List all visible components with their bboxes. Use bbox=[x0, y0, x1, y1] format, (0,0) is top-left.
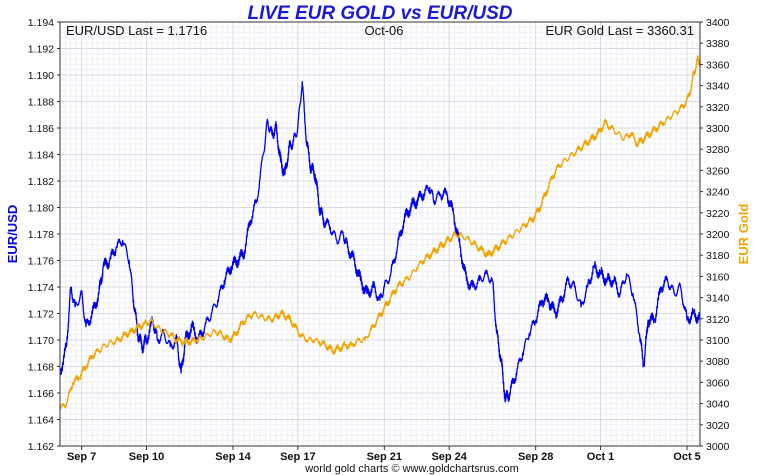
chart-title: LIVE EUR GOLD vs EUR/USD bbox=[248, 3, 513, 24]
left-axis-ticks: 1.194 1.192 1.190 1.188 1.186 1.184 1.182 1.180… bbox=[28, 17, 60, 453]
left-tick-label: 1.188 bbox=[28, 97, 54, 109]
left-tick-label: 1.184 bbox=[28, 150, 54, 162]
left-tick-label: 1.162 bbox=[28, 441, 54, 453]
grid-layer bbox=[59, 22, 700, 446]
left-tick-label: 1.180 bbox=[28, 203, 54, 215]
series-layer bbox=[59, 55, 701, 410]
right-tick-label: 3320 bbox=[706, 102, 730, 114]
right-axis-label: EUR Gold bbox=[736, 204, 751, 265]
right-tick-label: 3300 bbox=[706, 123, 730, 135]
eurusd-series-line bbox=[59, 80, 701, 403]
right-tick-label: 3040 bbox=[706, 399, 730, 411]
right-tick-label: 3100 bbox=[706, 335, 730, 347]
right-tick-label: 3280 bbox=[706, 144, 730, 156]
right-tick-label: 3260 bbox=[706, 165, 730, 177]
right-tick-label: 3020 bbox=[706, 420, 730, 432]
right-tick-label: 3240 bbox=[706, 187, 730, 199]
left-tick-label: 1.170 bbox=[28, 335, 54, 347]
right-tick-label: 3220 bbox=[706, 208, 730, 220]
eurusd-last-label: EUR/USD Last = 1.1716 bbox=[66, 23, 207, 38]
x-tick-label: Sep 10 bbox=[129, 451, 164, 463]
left-tick-label: 1.174 bbox=[28, 282, 54, 294]
x-axis-ticks: Sep 7 Sep 10 Sep 14 Sep 17 Sep 21 Sep 24 Sep 2… bbox=[67, 446, 701, 463]
x-tick-label: Oct 5 bbox=[673, 451, 701, 463]
left-tick-label: 1.190 bbox=[28, 70, 54, 82]
x-tick-label: Sep 24 bbox=[431, 451, 467, 463]
right-tick-label: 3120 bbox=[706, 314, 730, 326]
left-tick-label: 1.178 bbox=[28, 229, 54, 241]
left-tick-label: 1.194 bbox=[28, 17, 54, 29]
right-tick-label: 3340 bbox=[706, 81, 730, 93]
left-tick-label: 1.166 bbox=[28, 388, 54, 400]
right-tick-label: 3400 bbox=[706, 17, 730, 29]
right-tick-label: 3000 bbox=[706, 441, 730, 453]
left-tick-label: 1.186 bbox=[28, 123, 54, 135]
left-axis-label: EUR/USD bbox=[5, 205, 20, 264]
x-tick-label: Sep 21 bbox=[367, 451, 402, 463]
left-tick-label: 1.168 bbox=[28, 362, 54, 374]
x-tick-label: Sep 17 bbox=[280, 451, 315, 463]
left-tick-label: 1.182 bbox=[28, 176, 54, 188]
right-tick-label: 3380 bbox=[706, 38, 730, 50]
left-tick-label: 1.176 bbox=[28, 256, 54, 268]
right-tick-label: 3180 bbox=[706, 250, 730, 262]
right-tick-label: 3360 bbox=[706, 59, 730, 71]
right-tick-label: 3080 bbox=[706, 356, 730, 368]
x-tick-label: Oct 1 bbox=[587, 451, 615, 463]
right-tick-label: 3160 bbox=[706, 271, 730, 283]
eur-gold-series-line bbox=[59, 55, 701, 410]
right-tick-label: 3140 bbox=[706, 293, 730, 305]
right-tick-label: 3200 bbox=[706, 229, 730, 241]
left-tick-label: 1.172 bbox=[28, 309, 54, 321]
footer-credit: world gold charts © www.goldchartsrus.co… bbox=[304, 463, 519, 475]
right-axis-ticks: 3400 3380 3360 3340 3320 3300 3280 3260 3240 3220… bbox=[700, 17, 730, 453]
right-tick-label: 3060 bbox=[706, 377, 730, 389]
x-tick-label: Sep 14 bbox=[215, 451, 251, 463]
left-tick-label: 1.164 bbox=[28, 415, 54, 427]
x-tick-label: Sep 7 bbox=[67, 451, 96, 463]
date-label: Oct-06 bbox=[364, 23, 403, 38]
x-tick-label: Sep 28 bbox=[518, 451, 553, 463]
left-tick-label: 1.192 bbox=[28, 44, 54, 56]
eur-gold-last-label: EUR Gold Last = 3360.31 bbox=[545, 23, 694, 38]
